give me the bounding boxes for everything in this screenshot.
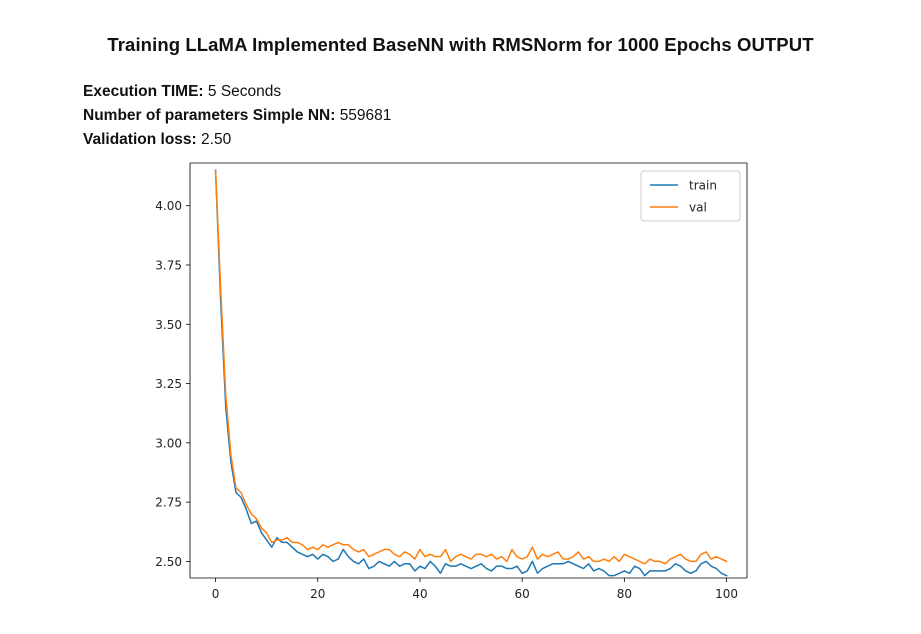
legend-box	[640, 170, 741, 222]
x-tick-label: 0	[212, 587, 220, 601]
y-tick-label: 4.00	[155, 199, 182, 213]
legend-label-train: train	[689, 179, 717, 193]
params-label: Number of parameters Simple NN:	[83, 107, 336, 124]
page-title: Training LLaMA Implemented BaseNN with R…	[107, 34, 814, 55]
y-tick-label: 3.00	[155, 436, 182, 450]
val-loss-label: Validation loss:	[83, 131, 197, 148]
stats-block: Execution TIME: 5 Seconds Number of para…	[83, 80, 391, 152]
execution-time-row: Execution TIME: 5 Seconds	[83, 80, 391, 104]
legend-label-val: val	[689, 201, 707, 215]
x-tick-label: 80	[617, 587, 632, 601]
x-tick-label: 60	[515, 587, 530, 601]
y-tick-label: 3.50	[155, 318, 182, 332]
series-line-train	[214, 169, 728, 577]
x-tick-label: 100	[715, 587, 738, 601]
y-tick-label: 3.75	[155, 258, 182, 272]
x-tick-label: 40	[412, 587, 427, 601]
y-tick-label: 3.25	[155, 377, 182, 391]
execution-time-label: Execution TIME:	[83, 83, 204, 100]
execution-time-value: 5 Seconds	[207, 83, 282, 100]
params-value: 559681	[339, 107, 392, 124]
y-tick-label: 2.50	[155, 555, 182, 569]
series-line-val	[214, 169, 728, 565]
val-loss-value: 2.50	[201, 131, 232, 148]
val-loss-row: Validation loss: 2.50	[83, 128, 391, 152]
y-tick-label: 2.75	[155, 496, 182, 510]
params-row: Number of parameters Simple NN: 559681	[83, 104, 391, 128]
x-tick-label: 20	[310, 587, 325, 601]
